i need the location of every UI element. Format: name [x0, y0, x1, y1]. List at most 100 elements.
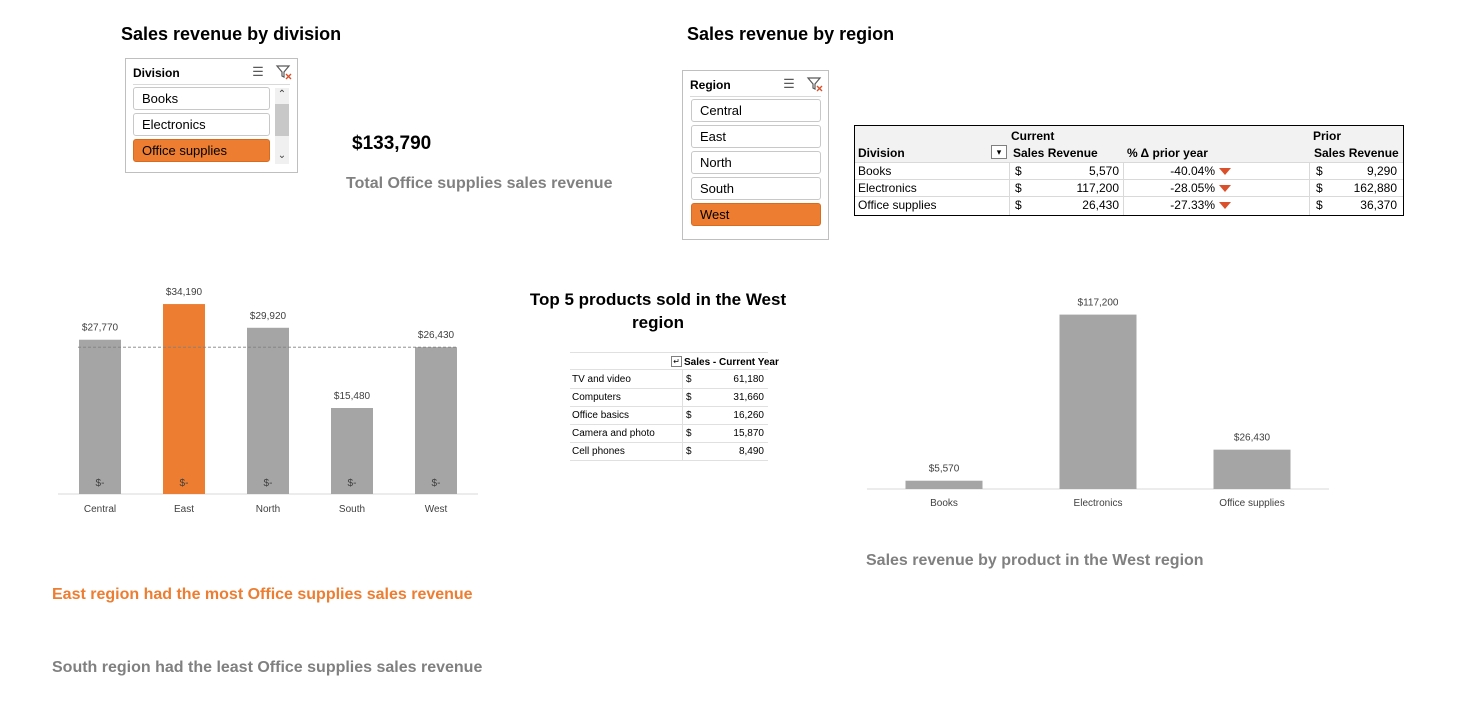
col-pct-change: % Δ prior year [1127, 146, 1208, 160]
product-name: TV and video [572, 374, 631, 385]
base-label: $- [348, 478, 357, 489]
table-row: Computers $ 31,660 [570, 389, 768, 407]
row-currency: $ [1015, 198, 1022, 212]
division-slicer-title: Division [133, 66, 180, 80]
data-label: $26,430 [418, 330, 455, 341]
row-division: Electronics [858, 181, 917, 195]
region-item-central[interactable]: Central [691, 99, 821, 122]
product-chart-caption: Sales revenue by product in the West reg… [866, 552, 1204, 569]
multi-select-icon[interactable]: ☰ [783, 76, 795, 91]
base-label: $- [180, 478, 189, 489]
category-label: East [174, 504, 194, 515]
clear-filter-icon[interactable] [275, 64, 293, 80]
division-item-office-supplies[interactable]: Office supplies [133, 139, 270, 162]
base-label: $- [432, 478, 441, 489]
bar-east [163, 304, 205, 494]
data-label: $26,430 [1234, 433, 1271, 444]
product-bar-chart: $5,570 Books $117,200 Electronics $26,430 Off… [867, 298, 1329, 509]
division-item-electronics[interactable]: Electronics [133, 113, 270, 136]
row-prior-value: 36,370 [1360, 198, 1397, 212]
product-name: Office basics [572, 410, 630, 421]
row-current-value: 117,200 [1076, 181, 1120, 195]
filter-dropdown-icon[interactable]: ▾ [991, 145, 1007, 159]
down-arrow-icon [1219, 202, 1231, 209]
product-currency: $ [686, 374, 692, 385]
row-current-value: 5,570 [1088, 164, 1119, 178]
region-slicer[interactable]: Region ☰ Central East North South West [682, 70, 829, 240]
bar-books [905, 480, 983, 489]
bar-central [79, 339, 121, 494]
col-current-revenue: Sales Revenue [1013, 146, 1098, 160]
product-value: 8,490 [738, 446, 764, 457]
top5-header-row: ↵ Sales - Current Year [570, 352, 779, 370]
table-row: Camera and photo $ 15,870 [570, 425, 768, 443]
product-name: Cell phones [572, 446, 625, 457]
bar-west [415, 347, 457, 494]
region-item-south[interactable]: South [691, 177, 821, 200]
region-bar-chart: $27,770 $- Central $34,190 $- East $29,920 $- No… [58, 287, 478, 515]
row-currency: $ [1015, 164, 1022, 178]
row-currency: $ [1316, 181, 1323, 195]
row-pct-change: -40.04% [1170, 164, 1215, 178]
row-prior-value: 162,880 [1353, 181, 1397, 195]
data-label: $27,770 [82, 323, 119, 334]
multi-select-icon[interactable]: ☰ [252, 64, 264, 79]
data-label: $15,480 [334, 391, 371, 402]
top5-title: Top 5 products sold in the West region [529, 290, 787, 332]
bar-electronics [1059, 314, 1137, 489]
row-currency: $ [1316, 164, 1323, 178]
product-value: 15,870 [733, 428, 764, 439]
category-label: Central [84, 504, 116, 515]
row-current-value: 26,430 [1082, 198, 1119, 212]
category-label: North [256, 504, 280, 515]
filter-dropdown-icon[interactable]: ↵ [671, 356, 682, 367]
product-name: Camera and photo [572, 428, 655, 439]
col-prior-revenue: Sales Revenue [1314, 146, 1399, 160]
region-item-west[interactable]: West [691, 203, 821, 226]
division-scroll-thumb[interactable] [275, 104, 289, 136]
region-item-north[interactable]: North [691, 151, 821, 174]
product-value: 16,260 [733, 410, 764, 421]
product-value: 31,660 [733, 392, 764, 403]
base-label: $- [96, 478, 105, 489]
division-slicer-header: Division ☰ [133, 59, 293, 85]
product-name: Computers [572, 392, 621, 403]
clear-filter-icon[interactable] [806, 76, 824, 92]
product-value: 61,180 [733, 374, 764, 385]
product-currency: $ [686, 392, 692, 403]
division-item-books[interactable]: Books [133, 87, 270, 110]
insight-least: South region had the least Office suppli… [52, 659, 483, 676]
row-pct-change: -27.33% [1170, 198, 1215, 212]
region-item-east[interactable]: East [691, 125, 821, 148]
group-prior: Prior [1313, 129, 1342, 143]
product-currency: $ [686, 410, 692, 421]
bar-south [331, 408, 373, 494]
row-currency: $ [1316, 198, 1323, 212]
kpi-label: Total Office supplies sales revenue [346, 175, 613, 192]
bar-office-supplies [1213, 449, 1291, 489]
division-section-title: Sales revenue by division [121, 24, 342, 44]
scroll-down-icon[interactable]: ⌄ [277, 150, 287, 161]
data-label: $5,570 [929, 464, 960, 475]
division-slicer[interactable]: Division ☰ Books Electronics Office supp… [125, 58, 298, 173]
top5-table: ↵ Sales - Current Year TV and video $ 61… [570, 352, 779, 461]
table-row: TV and video $ 61,180 [570, 371, 768, 389]
category-label: South [339, 504, 365, 515]
group-current: Current [1011, 129, 1055, 143]
row-division: Office supplies [858, 198, 937, 212]
scroll-up-icon[interactable]: ⌃ [277, 89, 287, 100]
down-arrow-icon [1219, 168, 1231, 175]
top5-header: Sales - Current Year [684, 357, 779, 368]
region-slicer-header: Region ☰ [690, 71, 824, 97]
base-label: $- [264, 478, 273, 489]
region-pivot-table: Current Prior Division ▾ Sales Revenue %… [854, 125, 1404, 216]
down-arrow-icon [1219, 185, 1231, 192]
product-currency: $ [686, 446, 692, 457]
table-row: Cell phones $ 8,490 [570, 443, 768, 461]
category-label: Electronics [1074, 498, 1123, 509]
category-label: Office supplies [1219, 498, 1284, 509]
category-label: West [425, 504, 448, 515]
product-currency: $ [686, 428, 692, 439]
region-section-title: Sales revenue by region [687, 24, 895, 44]
row-prior-value: 9,290 [1366, 164, 1397, 178]
